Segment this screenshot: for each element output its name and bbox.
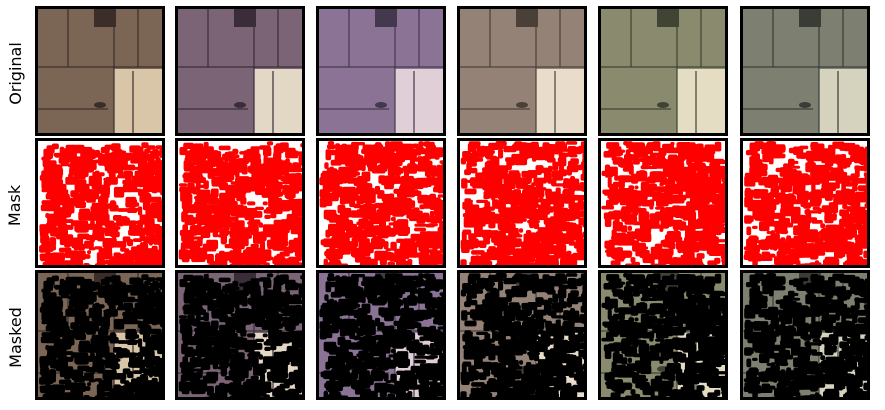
tile-mask-5: [598, 138, 728, 268]
row-label-text: Masked: [5, 306, 25, 368]
tile-image: [38, 9, 162, 133]
tile-image: [460, 141, 584, 265]
tile-image: [601, 9, 725, 133]
tile-original-4: [457, 6, 587, 136]
tile-image: [601, 273, 725, 397]
tile-image: [319, 273, 443, 397]
row-label-original: Original: [0, 8, 30, 138]
tile-image: [178, 9, 302, 133]
tile-original-6: [740, 6, 870, 136]
tile-image: [38, 141, 162, 265]
row-label-text: Mask: [5, 184, 25, 226]
tile-image: [319, 9, 443, 133]
tile-original-1: [35, 6, 165, 136]
row-label-text: Original: [5, 41, 25, 105]
tile-masked-2: [175, 270, 305, 400]
tile-masked-5: [598, 270, 728, 400]
tile-mask-6: [740, 138, 870, 268]
tile-original-2: [175, 6, 305, 136]
tile-image: [460, 273, 584, 397]
tile-original-5: [598, 6, 728, 136]
tile-image: [460, 9, 584, 133]
tile-mask-1: [35, 138, 165, 268]
tile-image: [743, 273, 867, 397]
tile-mask-2: [175, 138, 305, 268]
tile-masked-1: [35, 270, 165, 400]
tile-masked-4: [457, 270, 587, 400]
tile-masked-3: [316, 270, 446, 400]
tile-mask-3: [316, 138, 446, 268]
tile-image: [178, 141, 302, 265]
tile-image: [743, 9, 867, 133]
tile-masked-6: [740, 270, 870, 400]
row-label-masked: Masked: [0, 272, 30, 402]
tile-image: [743, 141, 867, 265]
tile-image: [601, 141, 725, 265]
tile-original-3: [316, 6, 446, 136]
tile-mask-4: [457, 138, 587, 268]
tile-image: [319, 141, 443, 265]
tile-image: [178, 273, 302, 397]
tile-image: [38, 273, 162, 397]
row-label-mask: Mask: [0, 140, 30, 270]
